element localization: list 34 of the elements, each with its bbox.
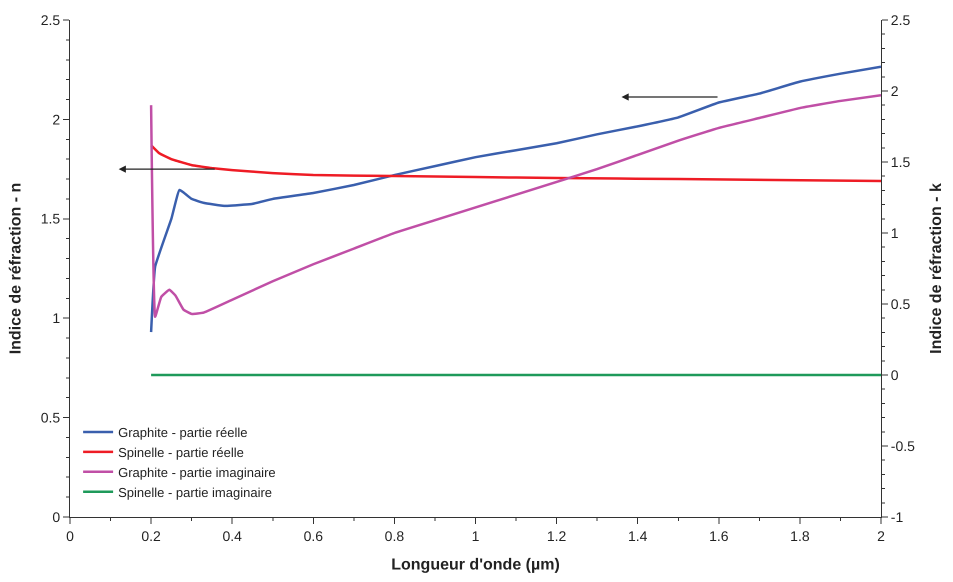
x-tick-label: 1.4 — [628, 528, 648, 544]
y-tick-label: 0 — [52, 508, 60, 525]
x-tick-label: 0 — [66, 528, 74, 544]
x-tick-label: 0.8 — [384, 528, 404, 544]
y-tick-label: 2 — [52, 111, 60, 128]
y2-axis-title: Indice de réfraction - k — [928, 183, 945, 354]
x-tick-label: 1.2 — [546, 528, 567, 544]
legend-label: Graphite - partie réelle — [118, 425, 248, 440]
y2-tick-label: 0.5 — [890, 296, 910, 312]
line-series — [150, 94, 881, 318]
y2-tick-label: 2.5 — [890, 12, 910, 28]
legend-label: Spinelle - partie réelle — [118, 444, 244, 460]
y2-tick-label: 1 — [890, 224, 899, 241]
x-tick-label: 1.6 — [709, 528, 729, 544]
x-axis-title: Longueur d'onde (µm) — [391, 556, 560, 574]
y-tick-label: 1.5 — [40, 210, 60, 227]
y-tick-label: 0.5 — [40, 410, 60, 426]
y2-tick-label: 2 — [890, 82, 899, 99]
legend-label: Graphite - partie imaginaire — [118, 464, 276, 480]
y2-tick-label: -1 — [890, 508, 904, 525]
line-series — [150, 65, 881, 334]
x-tick-label: 0.2 — [141, 528, 162, 544]
x-tick-label: 0.6 — [304, 528, 324, 544]
x-tick-label: 2 — [877, 528, 886, 544]
y2-tick-label: 1.5 — [890, 154, 910, 170]
legend-label: Spinelle - partie imaginaire — [118, 484, 272, 500]
x-tick-label: 1.8 — [790, 528, 810, 544]
y2-tick-label: 0 — [890, 366, 899, 383]
y-tick-label: 1 — [52, 310, 60, 326]
y2-tick-label: -0.5 — [890, 438, 916, 454]
x-tick-label: 1 — [472, 528, 480, 544]
x-tick-label: 0.4 — [222, 528, 242, 544]
y-tick-label: 2.5 — [40, 12, 60, 28]
y-axis-title: Indice de réfraction - n — [8, 182, 25, 354]
